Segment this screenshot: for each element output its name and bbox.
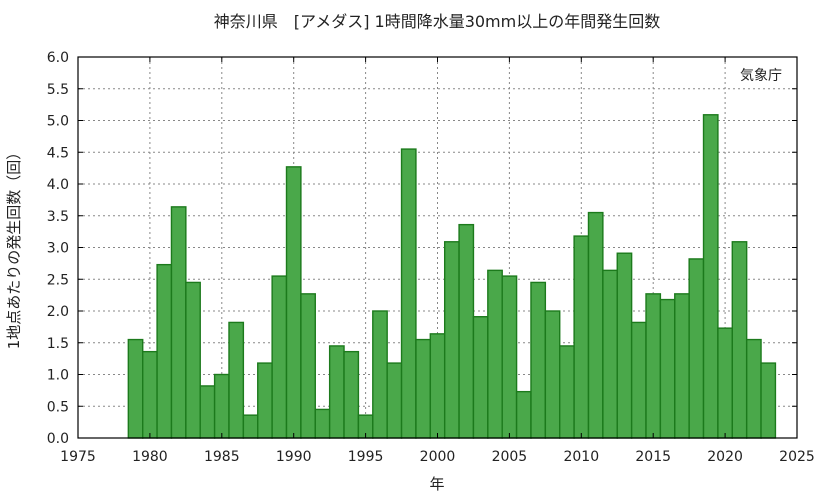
bar-1980: [142, 350, 158, 439]
x-tick-label: 2005: [492, 449, 528, 465]
x-tick-label: 1990: [276, 449, 312, 465]
bar-2003: [472, 316, 489, 439]
bar-2023: [760, 362, 777, 439]
y-tick-label: 6.0: [47, 50, 69, 66]
bar-2000: [429, 333, 446, 439]
y-tick-label: 3.5: [47, 209, 69, 225]
bars: [127, 114, 777, 439]
source-annotation: 気象庁: [740, 68, 782, 84]
y-tick-label: 2.5: [47, 272, 69, 288]
bar-1979: [127, 338, 144, 439]
bar-2004: [487, 269, 503, 439]
x-tick-label: 2000: [420, 449, 456, 465]
bar-1984: [199, 385, 216, 439]
bar-2021: [731, 241, 748, 439]
bar-1983: [185, 281, 201, 439]
bar-2015: [645, 293, 662, 439]
bar-2013: [616, 252, 633, 439]
bar-2001: [443, 241, 460, 439]
bar-2012: [602, 269, 618, 439]
y-tick-label: 0.0: [47, 431, 69, 447]
bar-2017: [674, 293, 690, 439]
x-tick-label: 1975: [60, 449, 96, 465]
y-tick-label: 2.0: [47, 304, 69, 320]
x-axis-label: 年: [429, 475, 444, 493]
bar-1999: [415, 338, 432, 439]
bar-2022: [745, 338, 762, 439]
bar-2008: [544, 310, 561, 439]
bar-1997: [386, 362, 403, 439]
bar-2007: [530, 281, 547, 439]
x-tick-label: 2010: [563, 449, 599, 465]
bar-2014: [630, 321, 647, 439]
y-tick-label: 3.0: [47, 241, 69, 257]
bar-1994: [343, 350, 360, 439]
bar-1993: [328, 345, 345, 439]
bar-2020: [717, 327, 733, 439]
y-tick-label: 1.0: [47, 368, 69, 384]
bar-1991: [300, 293, 316, 439]
bar-1985: [213, 373, 230, 439]
bar-1987: [242, 414, 259, 439]
y-tick-label: 0.5: [47, 399, 69, 415]
bar-1998: [400, 148, 417, 439]
bar-1996: [372, 310, 388, 439]
y-tick-label: 4.0: [47, 177, 69, 193]
chart-title: 神奈川県 [アメダス] 1時間降水量30mm以上の年間発生回数: [214, 12, 660, 31]
y-axis-label: 1地点あたりの発生回数（回）: [5, 145, 23, 350]
bar-2010: [573, 235, 590, 439]
bar-1986: [228, 321, 245, 439]
x-tick-label: 1985: [204, 449, 240, 465]
y-tick-label: 5.5: [47, 82, 69, 98]
x-tick-label: 1995: [348, 449, 384, 465]
bar-2006: [515, 390, 532, 439]
bar-1989: [271, 275, 288, 439]
bar-2009: [559, 345, 575, 439]
x-tick-label: 1980: [132, 449, 168, 465]
bar-1988: [257, 362, 273, 439]
y-tick-label: 4.5: [47, 145, 69, 161]
bar-1981: [156, 263, 173, 439]
bar-2018: [688, 258, 705, 439]
bar-2002: [458, 223, 475, 439]
bar-2016: [659, 298, 676, 439]
x-tick-label: 2025: [779, 449, 815, 465]
x-tick-label: 2020: [707, 449, 743, 465]
y-tick-label: 5.0: [47, 114, 69, 130]
x-tick-label: 2015: [635, 449, 671, 465]
bar-1982: [170, 206, 187, 439]
y-tick-label: 1.5: [47, 336, 69, 352]
bar-1992: [314, 408, 331, 439]
bar-2011: [587, 211, 604, 439]
bar-2019: [702, 114, 719, 439]
ticks: 1975 1980 1985 1990 1995 2000 2005 2010 2015 2020…: [47, 50, 815, 465]
bar-1990: [285, 166, 302, 439]
bar-2005: [501, 275, 518, 439]
